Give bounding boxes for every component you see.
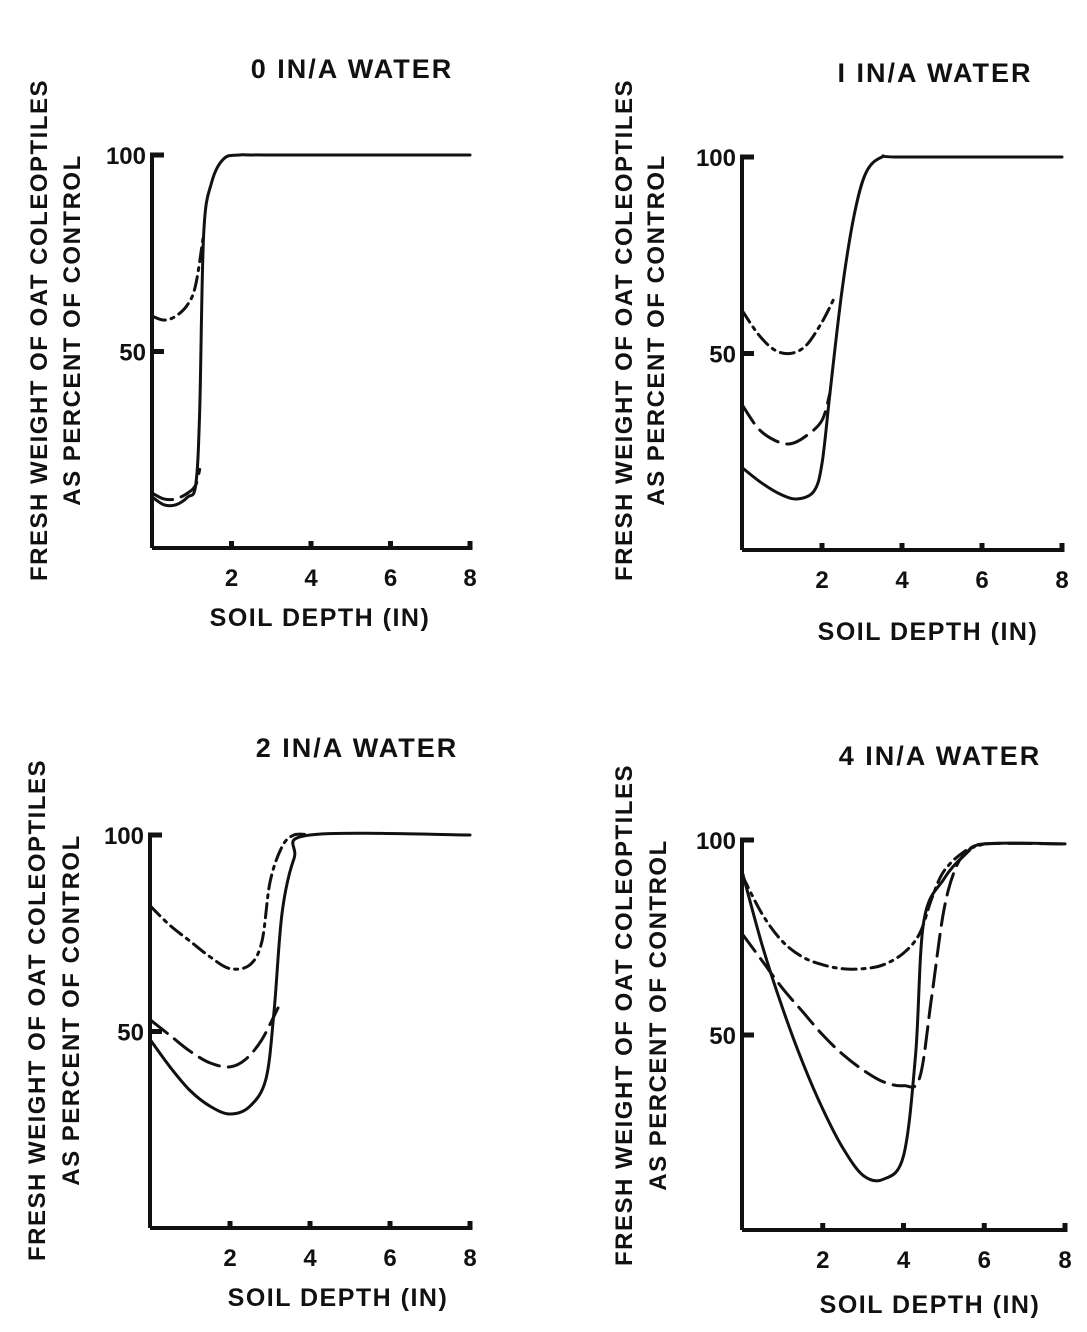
chart-title: 4 IN/A WATER — [839, 741, 1042, 771]
plot-area: 2 4 6 8 50 100 — [106, 143, 477, 592]
y-axis-label-line1: FRESH WEIGHT OF OAT COLEOPTILES — [611, 79, 638, 581]
series-line-dash-dot — [148, 832, 312, 971]
plot-area: 2 4 6 8 50 100 — [104, 823, 477, 1272]
y-axis-label-line2: AS PERCENT OF CONTROL — [645, 839, 672, 1191]
series-line-dash-dot — [740, 842, 986, 971]
y-axis-label-line1: FRESH WEIGHT OF OAT COLEOPTILES — [24, 759, 51, 1261]
plot-area: 2 4 6 8 50 100 — [696, 145, 1069, 594]
x-tick-label: 4 — [304, 565, 318, 592]
y-tick-label: 50 — [709, 342, 736, 369]
y-tick-label: 100 — [696, 828, 736, 855]
x-tick-label: 2 — [815, 567, 828, 594]
series-line-dashed — [740, 841, 1067, 1089]
series-line-dashed — [740, 391, 832, 446]
plot-area: 2 4 6 8 50 100 — [696, 828, 1072, 1274]
x-tick-label: 2 — [225, 565, 238, 592]
chart-title: 2 IN/A WATER — [256, 733, 459, 763]
x-tick-label: 2 — [223, 1245, 236, 1272]
x-tick-label: 6 — [978, 1247, 991, 1274]
x-axis-label: SOIL DEPTH (IN) — [228, 1284, 449, 1312]
panel-2-in-water: 2 IN/A WATER FRESH WEIGHT OF OAT COLEOPT… — [24, 733, 477, 1312]
x-tick-label: 8 — [1055, 567, 1068, 594]
y-tick-label: 50 — [709, 1023, 736, 1050]
x-axis-label: SOIL DEPTH (IN) — [818, 618, 1039, 646]
x-tick-label: 4 — [303, 1245, 317, 1272]
x-tick-label: 6 — [384, 565, 397, 592]
series-line-dash-dot — [740, 297, 836, 356]
chart-title: I IN/A WATER — [838, 58, 1033, 88]
y-axis-label-line1: FRESH WEIGHT OF OAT COLEOPTILES — [611, 764, 638, 1266]
chart-title: 0 IN/A WATER — [251, 54, 454, 84]
series-line-solid — [740, 154, 1064, 501]
y-axis-label-line2: AS PERCENT OF CONTROL — [643, 154, 670, 506]
x-tick-label: 4 — [897, 1247, 911, 1274]
y-axis-label-line2: AS PERCENT OF CONTROL — [58, 834, 85, 1186]
x-tick-label: 8 — [1058, 1247, 1071, 1274]
x-tick-label: 6 — [975, 567, 988, 594]
y-tick-label: 100 — [696, 145, 736, 172]
panel-0-in-water: 0 IN/A WATER FRESH WEIGHT OF OAT COLEOPT… — [26, 54, 477, 632]
x-axis-label: SOIL DEPTH (IN) — [820, 1291, 1041, 1319]
series-line-solid — [148, 831, 472, 1116]
x-tick-label: 2 — [816, 1247, 829, 1274]
series-line-solid — [150, 153, 472, 508]
panel-1-in-water: I IN/A WATER FRESH WEIGHT OF OAT COLEOPT… — [611, 58, 1069, 646]
x-tick-label: 6 — [383, 1245, 396, 1272]
series-line-dashed — [150, 467, 202, 502]
x-axis-label: SOIL DEPTH (IN) — [210, 604, 431, 632]
y-tick-label: 50 — [119, 340, 146, 367]
y-tick-label: 100 — [106, 143, 146, 170]
panel-4-in-water: 4 IN/A WATER FRESH WEIGHT OF OAT COLEOPT… — [611, 741, 1072, 1319]
x-tick-label: 4 — [895, 567, 909, 594]
y-tick-label: 50 — [117, 1020, 144, 1047]
x-tick-label: 8 — [463, 565, 476, 592]
series-line-dashed — [148, 1006, 280, 1069]
y-tick-label: 100 — [104, 823, 144, 850]
series-line-dash-dot — [150, 232, 206, 322]
y-axis-label-line1: FRESH WEIGHT OF OAT COLEOPTILES — [26, 79, 53, 581]
y-axis-label-line2: AS PERCENT OF CONTROL — [59, 154, 86, 506]
x-tick-label: 8 — [463, 1245, 476, 1272]
